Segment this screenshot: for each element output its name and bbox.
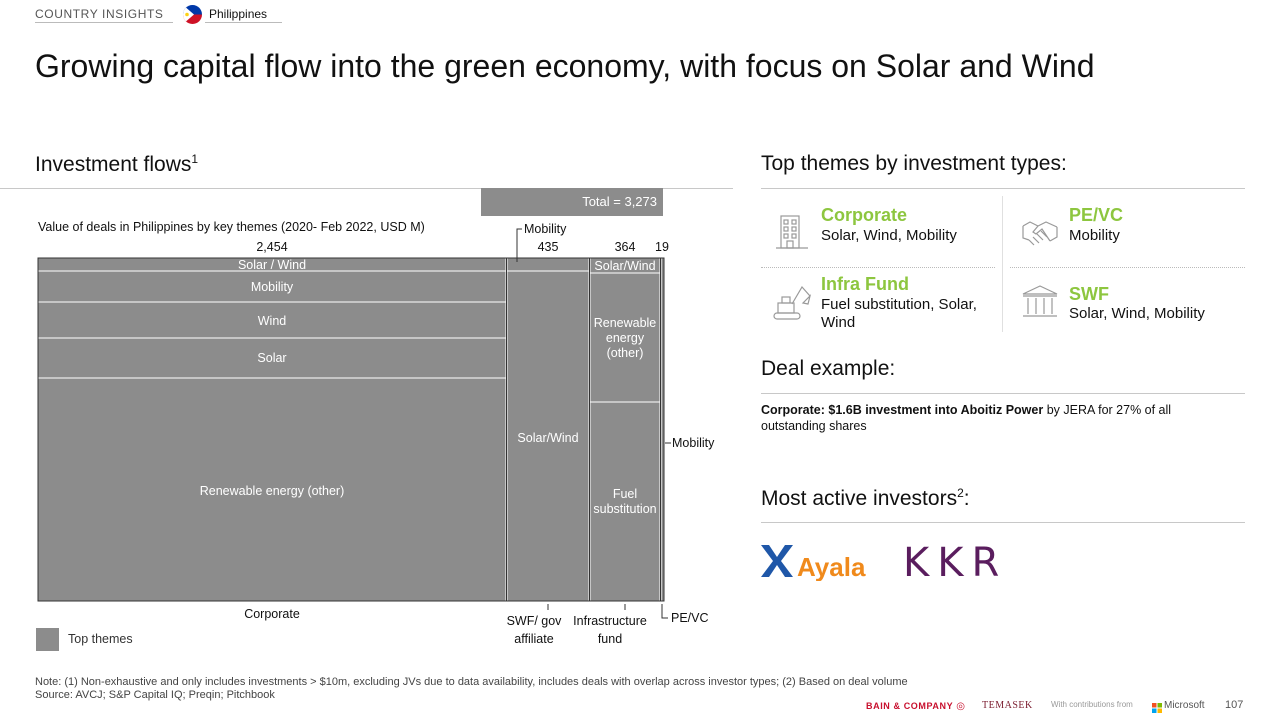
col-name-swf-l1: SWF/ gov — [507, 614, 563, 628]
deal-rule — [761, 393, 1245, 394]
deal-text: Corporate: $1.6B investment into Aboitiz… — [761, 403, 1172, 433]
footnote: Note: (1) Non-exhaustive and only includ… — [35, 676, 908, 702]
themes-vertical-divider — [1002, 196, 1003, 332]
section-tag-underline — [35, 22, 173, 23]
excavator-icon — [770, 282, 814, 322]
chart-subtitle: Value of deals in Philippines by key the… — [38, 220, 425, 234]
theme-title-infra-fund: Infra Fund — [821, 274, 909, 294]
page-title: Growing capital flow into the green econ… — [35, 48, 1095, 84]
investors-heading: Most active investors2: — [761, 486, 970, 510]
theme-desc-swf: Solar, Wind, Mobility — [1069, 305, 1205, 322]
seg-label-corporate-wind: Wind — [258, 314, 287, 328]
section-tag: COUNTRY INSIGHTS — [35, 7, 164, 21]
theme-desc-corporate: Solar, Wind, Mobility — [821, 227, 957, 244]
investors-rule — [761, 522, 1245, 523]
country-name: Philippines — [209, 7, 268, 21]
footnote-note: Note: (1) Non-exhaustive and only includ… — [35, 676, 908, 688]
themes-heading: Top themes by investment types: — [761, 152, 1067, 175]
col-name-infra-l2: fund — [598, 632, 622, 646]
investment-flows-heading: Investment flows1 — [35, 152, 199, 176]
col-name-swf-l2: affiliate — [514, 632, 553, 646]
theme-desc-infra-fund: Fuel substitution, Solar, Wind — [821, 296, 977, 331]
microsoft-logo-icon — [1152, 700, 1162, 713]
seg-label-infra-renewable-l1: Renewable — [594, 316, 657, 330]
philippines-flag-icon — [183, 5, 202, 24]
seg-label-corporate-solar-wind: Solar / Wind — [238, 258, 306, 272]
value-label-swf: 435 — [538, 240, 559, 254]
seg-label-infra-fuel-l2: substitution — [593, 502, 656, 516]
themes-separator-left — [761, 267, 995, 268]
total-box: Total = 3,273 — [481, 188, 663, 216]
legend-label: Top themes — [68, 632, 133, 646]
bar-swf-mobility — [506, 257, 590, 272]
bain-logo: BAIN & COMPANY ◎ — [866, 701, 966, 712]
seg-label-infra-solar-wind: Solar/Wind — [594, 259, 655, 273]
deal-heading: Deal example: — [761, 357, 896, 380]
svg-text:Ayala: Ayala — [797, 552, 866, 581]
value-label-pevc: 19 — [655, 240, 669, 254]
seg-label-corporate-mobility: Mobility — [251, 280, 294, 294]
page-number: 107 — [1225, 699, 1244, 711]
seg-label-corporate-solar: Solar — [257, 351, 286, 365]
col-name-corporate: Corporate — [244, 607, 300, 621]
investment-flows-rule — [0, 188, 733, 189]
theme-title-corporate: Corporate — [821, 205, 908, 225]
bar-infra-fuel-substitution — [589, 401, 661, 602]
theme-desc-pevc: Mobility — [1069, 227, 1120, 244]
themes-separator-right — [1010, 267, 1245, 268]
bar-swf-solar-wind — [506, 270, 590, 602]
footnote-source: Source: AVCJ; S&P Capital IQ; Preqin; Pi… — [35, 689, 275, 701]
mekko-chart: 2,454 435 364 19 Mobility Solar / Wind M… — [37, 222, 715, 646]
col-name-pevc: PE/VC — [671, 611, 709, 625]
bar-corporate-renewable-other — [37, 377, 507, 602]
legend-swatch — [36, 628, 59, 651]
themes-rule — [761, 188, 1245, 189]
bar-corporate-solar — [37, 337, 507, 379]
handshake-icon — [1020, 212, 1060, 252]
chart-frame — [37, 257, 665, 602]
value-label-infra: 364 — [615, 240, 636, 254]
temasek-logo: TEMASEK — [982, 700, 1033, 711]
callout-swf-mobility: Mobility — [524, 222, 567, 236]
seg-label-infra-renewable-l3: (other) — [607, 346, 644, 360]
ayala-logo: Ayala — [761, 543, 871, 582]
country-underline — [205, 22, 282, 23]
bar-infra-renewable-other — [589, 272, 661, 403]
tick-pevc — [661, 604, 668, 619]
seg-label-infra-renewable-l2: energy — [606, 331, 645, 345]
seg-label-corporate-renewable-other: Renewable energy (other) — [200, 484, 345, 498]
col-name-infra-l1: Infrastructure — [573, 614, 647, 628]
contributions-label: With contributions from — [1051, 700, 1133, 709]
kkr-logo: KKR — [903, 540, 1008, 586]
seg-label-infra-fuel-l1: Fuel — [613, 487, 637, 501]
bank-icon — [1020, 284, 1060, 320]
building-icon — [772, 212, 812, 252]
callout-pevc-mobility: Mobility — [672, 436, 715, 450]
seg-label-swf-solar-wind: Solar/Wind — [517, 431, 578, 445]
callout-line-swf-mobility — [516, 228, 522, 262]
value-label-corporate: 2,454 — [256, 240, 287, 254]
theme-title-pevc: PE/VC — [1069, 205, 1124, 225]
theme-title-swf: SWF — [1069, 284, 1109, 304]
microsoft-label: Microsoft — [1164, 700, 1205, 711]
